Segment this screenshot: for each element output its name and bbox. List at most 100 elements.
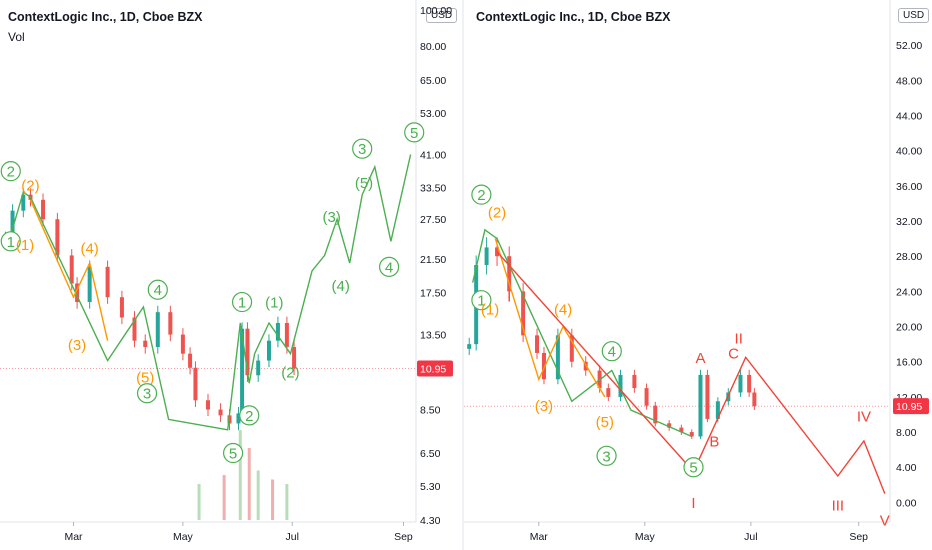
- left-y-tick: 80.00: [420, 41, 446, 53]
- right-candle-body: [644, 388, 649, 406]
- right-wave-label: I: [691, 495, 695, 512]
- left-candle-body: [55, 219, 60, 256]
- right-candle-body: [569, 335, 574, 362]
- right-candle-body: [583, 361, 588, 371]
- right-x-tick: May: [635, 531, 656, 543]
- left-wave-label-circle: [379, 256, 400, 277]
- right-chart-title: ContextLogic Inc., 1D, Cboe BZX: [476, 10, 671, 24]
- left-wave-label-circle: [404, 122, 425, 143]
- left-wave-label: 3: [143, 386, 151, 403]
- left-x-tick: Jul: [286, 531, 299, 543]
- left-candle-body: [155, 312, 160, 348]
- left-chart-title: ContextLogic Inc., 1D, Cboe BZX: [8, 10, 203, 24]
- left-candle-body: [119, 297, 124, 318]
- left-wave-label-circle: [231, 291, 253, 313]
- left-y-tick: 8.50: [420, 405, 441, 417]
- left-candle-body: [245, 328, 250, 376]
- left-y-tick: 65.00: [420, 75, 446, 87]
- left-volume-bar: [256, 470, 260, 520]
- right-candle-body: [653, 405, 658, 424]
- right-wave-label: II: [735, 330, 743, 347]
- left-wave-label-circle: [0, 231, 21, 252]
- left-wave-label-circle: [352, 138, 373, 159]
- right-candle-body: [689, 432, 694, 437]
- left-wave-label: 5: [229, 446, 237, 463]
- right-wave-label-circle: [471, 184, 492, 205]
- left-wave-label: (2): [281, 365, 299, 382]
- right-currency-button[interactable]: USD: [898, 8, 930, 23]
- left-candle-body: [256, 360, 261, 376]
- left-volume-bar: [238, 430, 242, 520]
- left-y-tick: 13.50: [420, 330, 446, 342]
- left-y-tick: 27.50: [420, 214, 446, 226]
- left-wave-label: 4: [385, 259, 393, 276]
- right-y-tick: 36.00: [896, 181, 922, 193]
- left-candle-body: [132, 317, 137, 341]
- right-candle-body: [632, 374, 637, 389]
- left-wave-label-circle: [136, 383, 158, 404]
- right-wave-label: C: [728, 345, 739, 362]
- right-y-tick: 4.00: [896, 462, 917, 474]
- right-x-tick: Sep: [849, 531, 868, 543]
- left-currency-button[interactable]: USD: [426, 8, 458, 23]
- left-candle-body: [218, 409, 223, 416]
- left-volume-bar: [247, 448, 251, 520]
- right-wave-label: 4: [608, 344, 616, 361]
- right-candle-body: [698, 374, 703, 437]
- left-candle-body: [75, 283, 80, 303]
- right-y-tick: 32.00: [896, 216, 922, 228]
- left-y-tick: 17.50: [420, 288, 446, 300]
- left-wave-label-circle: [239, 405, 260, 426]
- left-y-tick: 5.30: [420, 481, 441, 493]
- left-last-price-badge: [417, 360, 453, 377]
- left-candle-body: [69, 255, 74, 284]
- right-wave-label: IV: [857, 409, 871, 426]
- left-chart: 100.00 80.00 65.00 53.00 41.00 33.50 27.50 21.5…: [0, 5, 453, 543]
- left-wave-label: (3): [323, 209, 341, 226]
- right-wave-line: [496, 251, 886, 494]
- right-wave-label: 1: [477, 293, 485, 310]
- right-wave-label: (5): [596, 414, 614, 431]
- left-y-tick: 33.50: [420, 182, 446, 194]
- left-x-tick: Mar: [64, 531, 83, 543]
- right-y-tick: 24.00: [896, 286, 922, 298]
- left-wave-label: (3): [68, 337, 86, 354]
- right-candle-body: [555, 335, 560, 380]
- left-wave-label: 1: [7, 234, 15, 251]
- left-candle-body: [193, 367, 198, 401]
- right-y-tick: 0.00: [896, 497, 917, 509]
- right-wave-label: B: [709, 433, 719, 450]
- right-wave-label: 3: [602, 448, 610, 465]
- left-candle-body: [240, 328, 245, 414]
- right-wave-label: (4): [554, 301, 572, 318]
- left-y-tick: 21.50: [420, 254, 446, 266]
- left-candle-body: [275, 322, 280, 341]
- left-wave-label: (4): [80, 241, 98, 258]
- right-candle-body: [507, 256, 512, 292]
- left-candle-body: [180, 334, 185, 354]
- left-wave-label: (1): [16, 237, 34, 254]
- right-wave-label: III: [832, 498, 845, 515]
- right-wave-label: I: [507, 288, 511, 305]
- right-wave-label-circle: [471, 290, 492, 311]
- left-wave-label-circle: [223, 442, 244, 464]
- left-wave-label: 5: [410, 125, 418, 142]
- right-wave-label: (1): [481, 301, 499, 318]
- left-wave-line: [29, 199, 109, 341]
- right-x-tick: Mar: [530, 531, 549, 543]
- right-wave-line: [494, 238, 606, 398]
- left-candle-body: [292, 347, 297, 369]
- left-volume-bar: [271, 479, 275, 520]
- right-candle-body: [679, 427, 684, 433]
- left-candle-body: [168, 312, 173, 335]
- right-candle-body: [747, 374, 752, 393]
- left-candle-body: [105, 266, 110, 298]
- left-candle-body: [236, 413, 241, 424]
- right-candle-body: [467, 344, 472, 349]
- left-volume-label: Vol: [8, 30, 25, 44]
- right-candle-body: [606, 388, 611, 397]
- left-wave-label: (5): [136, 369, 154, 386]
- left-y-tick: 53.00: [420, 108, 446, 120]
- right-wave-label: A: [695, 350, 705, 367]
